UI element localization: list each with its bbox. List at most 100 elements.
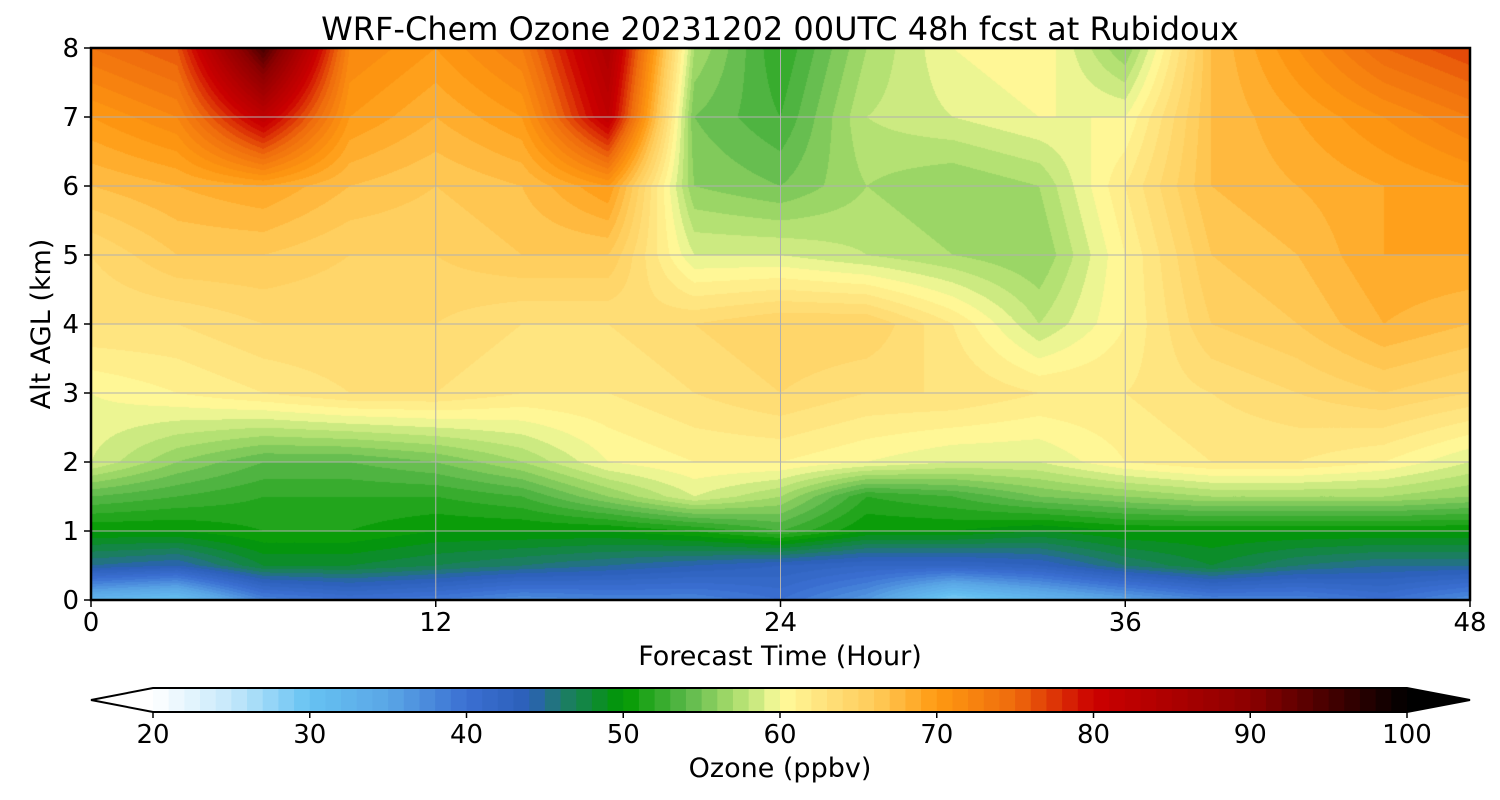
- colorbar-segment: [262, 688, 279, 712]
- colorbar-segment: [576, 688, 593, 712]
- colorbar-segment: [905, 688, 922, 712]
- y-axis-ticks: 0 1 2 3 4 5 6 7 8: [62, 34, 91, 616]
- colorbar-segment: [1234, 688, 1251, 712]
- colorbar-segment: [247, 688, 264, 712]
- colorbar-segment: [780, 688, 797, 712]
- colorbar-segment: [732, 688, 750, 712]
- colorbar-segment: [685, 688, 703, 712]
- colorbar-max-extend: [1407, 688, 1470, 712]
- colorbar-segment: [1375, 688, 1392, 712]
- colorbar-segment: [168, 688, 185, 712]
- colorbar-segment: [1140, 688, 1157, 712]
- colorbar-segment: [1281, 688, 1298, 712]
- colorbar-segment: [1077, 688, 1095, 712]
- colorbar-segment: [1187, 688, 1204, 712]
- colorbar-segment: [215, 688, 232, 712]
- x-tick-label: 12: [419, 608, 452, 638]
- y-tick-label: 0: [62, 586, 79, 616]
- colorbar-segment: [200, 688, 217, 712]
- colorbar-segment: [607, 688, 624, 712]
- colorbar-segment: [450, 688, 468, 712]
- colorbar-segment: [1015, 688, 1032, 712]
- colorbar-segment: [936, 688, 954, 712]
- colorbar-segment: [654, 688, 671, 712]
- colorbar-segment: [701, 688, 718, 712]
- colorbar-tick-label: 40: [450, 720, 483, 750]
- colorbar-segment: [842, 688, 859, 712]
- y-axis-label: Alt AGL (km): [26, 239, 57, 410]
- colorbar-segment: [1124, 688, 1142, 712]
- x-tick-label: 48: [1453, 608, 1486, 638]
- x-tick-label: 24: [764, 608, 797, 638]
- colorbar-segment: [356, 688, 374, 712]
- y-tick-label: 7: [62, 103, 79, 133]
- colorbar-segment: [748, 688, 765, 712]
- colorbar-segment: [858, 688, 875, 712]
- colorbar-segment: [1328, 688, 1345, 712]
- y-tick-label: 4: [62, 310, 79, 340]
- colorbar-segment: [1203, 688, 1220, 712]
- colorbar-segment: [1156, 688, 1173, 712]
- colorbar-segment: [1218, 688, 1236, 712]
- colorbar-segment: [1312, 688, 1330, 712]
- colorbar-segment: [1250, 688, 1267, 712]
- colorbar-tick-label: 20: [136, 720, 169, 750]
- colorbar-segment: [827, 688, 844, 712]
- chart-title: WRF-Chem Ozone 20231202 00UTC 48h fcst a…: [321, 10, 1239, 48]
- x-axis-label: Forecast Time (Hour): [638, 641, 922, 672]
- colorbar-min-extend: [91, 688, 153, 712]
- colorbar-segment: [544, 688, 562, 712]
- colorbar-segment: [795, 688, 812, 712]
- colorbar-segment: [717, 688, 734, 712]
- colorbar-segment: [1344, 688, 1361, 712]
- y-tick-label: 2: [62, 448, 79, 478]
- colorbar-segment: [921, 688, 938, 712]
- colorbar-segment: [1046, 688, 1063, 712]
- colorbar-segment: [278, 688, 295, 712]
- colorbar-segment: [889, 688, 906, 712]
- colorbar-segment: [372, 688, 389, 712]
- colorbar-segment: [1093, 688, 1110, 712]
- colorbar-tick-label: 30: [293, 720, 326, 750]
- colorbar-segment: [513, 688, 530, 712]
- colorbar-segment: [1109, 688, 1126, 712]
- colorbar: [90, 687, 1471, 713]
- colorbar-segment: [184, 688, 201, 712]
- colorbar-segment: [623, 688, 640, 712]
- colorbar-segment: [968, 688, 985, 712]
- y-tick-label: 3: [62, 379, 79, 409]
- colorbar-segment: [591, 688, 609, 712]
- colorbar-tick-label: 80: [1077, 720, 1110, 750]
- colorbar-segment: [874, 688, 891, 712]
- colorbar-segment: [482, 688, 499, 712]
- colorbar-segment: [325, 688, 342, 712]
- x-axis-ticks: 0 12 24 36 48: [83, 600, 1487, 638]
- colorbar-segment: [560, 688, 577, 712]
- colorbar-segment: [341, 688, 358, 712]
- colorbar-tick-label: 100: [1382, 720, 1432, 750]
- colorbar-segment: [529, 688, 546, 712]
- colorbar-ticks: 20 30 40 50 60 70 80 90 100: [136, 712, 1432, 750]
- colorbar-segment: [811, 688, 828, 712]
- colorbar-segment: [638, 688, 656, 712]
- colorbar-tick-label: 70: [920, 720, 953, 750]
- y-tick-label: 5: [62, 241, 79, 271]
- colorbar-segment: [1265, 688, 1283, 712]
- colorbar-segment: [388, 688, 405, 712]
- colorbar-tick-label: 60: [763, 720, 796, 750]
- colorbar-segment: [983, 688, 1001, 712]
- colorbar-segment: [1171, 688, 1189, 712]
- colorbar-segment: [1030, 688, 1048, 712]
- colorbar-segment: [670, 688, 687, 712]
- colorbar-segment: [1297, 688, 1314, 712]
- colorbar-segment: [419, 688, 436, 712]
- x-tick-label: 36: [1109, 608, 1142, 638]
- colorbar-segment: [764, 688, 781, 712]
- colorbar-segment: [435, 688, 452, 712]
- colorbar-segment: [999, 688, 1016, 712]
- colorbar-tick-label: 90: [1234, 720, 1267, 750]
- colorbar-label: Ozone (ppbv): [689, 753, 872, 784]
- colorbar-segment: [294, 688, 311, 712]
- colorbar-tick-label: 50: [607, 720, 640, 750]
